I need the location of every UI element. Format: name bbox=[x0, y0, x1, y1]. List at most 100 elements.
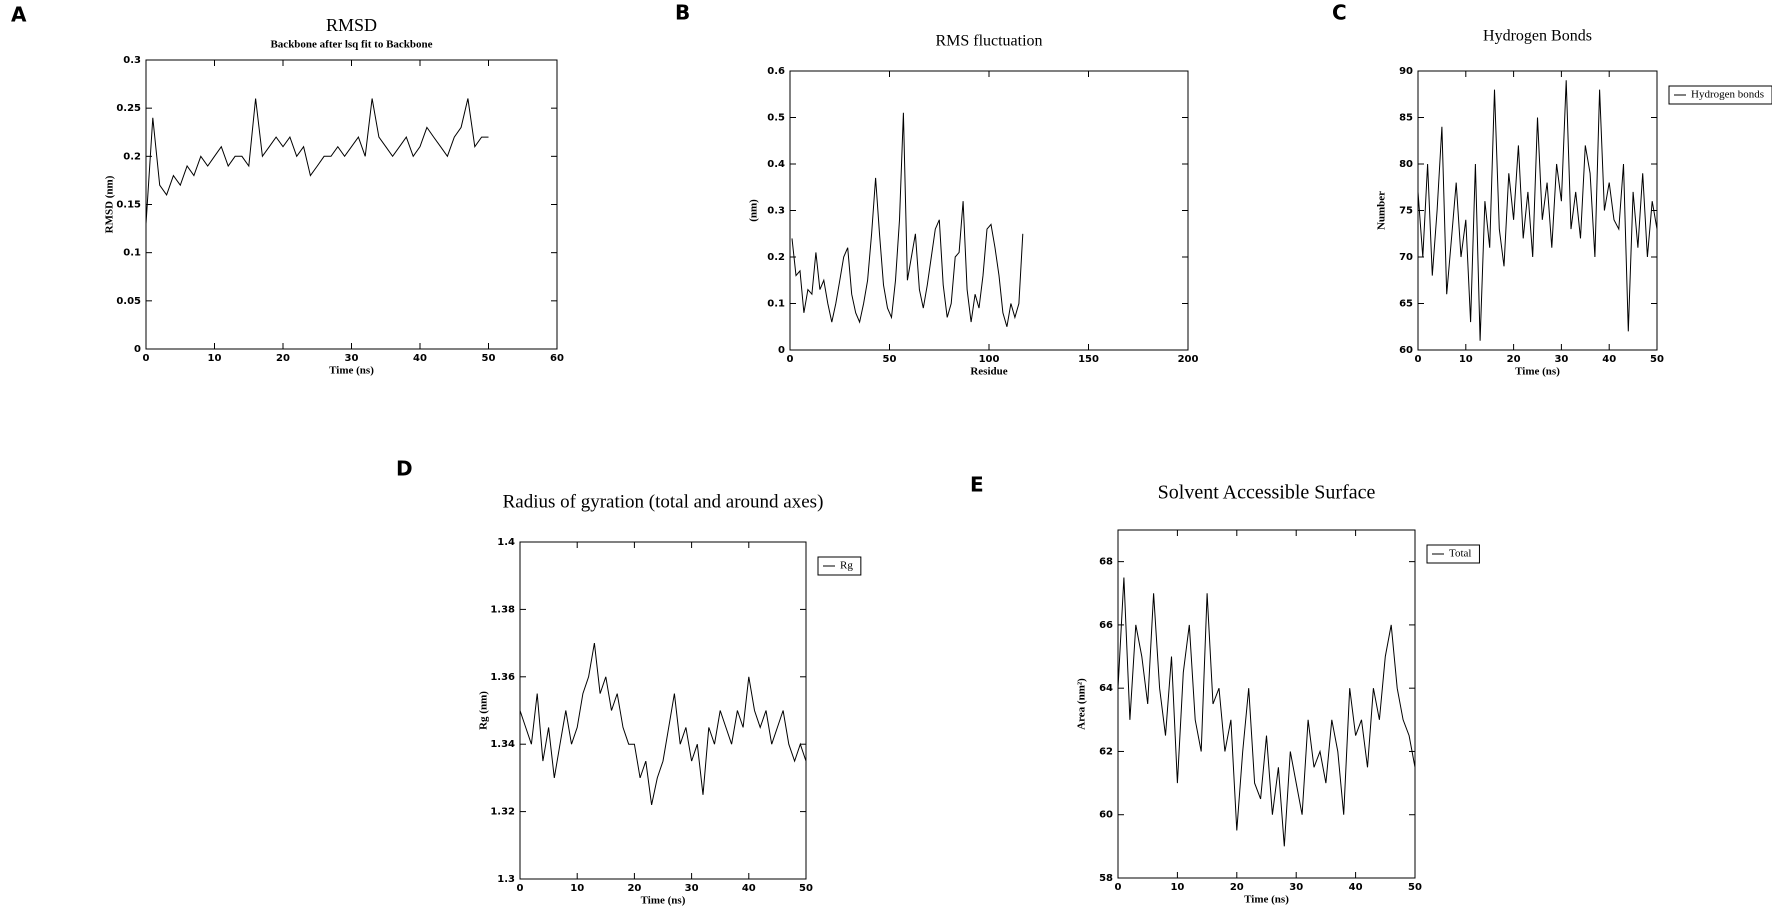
x-tick-label: 40 bbox=[1602, 354, 1616, 365]
x-axis-label: Time (ns) bbox=[1515, 366, 1560, 378]
panel-letter: A bbox=[11, 3, 27, 27]
y-tick-label: 0.4 bbox=[767, 159, 785, 170]
x-tick-label: 20 bbox=[627, 883, 641, 894]
legend-box bbox=[1668, 85, 1772, 105]
y-tick-label: 0.3 bbox=[767, 206, 785, 217]
y-tick-label: 64 bbox=[1099, 683, 1113, 694]
chart-title: RMSD bbox=[326, 15, 377, 35]
x-tick-label: 50 bbox=[1650, 354, 1664, 365]
chart-title: Radius of gyration (total and around axe… bbox=[503, 491, 824, 512]
y-tick-label: 80 bbox=[1399, 159, 1413, 170]
panel-letter: E bbox=[970, 473, 984, 497]
y-tick-label: 0.2 bbox=[767, 252, 785, 263]
y-tick-label: 75 bbox=[1399, 206, 1413, 217]
panel-letter: C bbox=[1332, 1, 1347, 25]
x-tick-label: 20 bbox=[276, 353, 290, 364]
x-tick-label: 0 bbox=[1415, 354, 1422, 365]
x-tick-label: 40 bbox=[1349, 882, 1363, 893]
y-tick-label: 1.38 bbox=[490, 604, 515, 615]
x-tick-label: 10 bbox=[1459, 354, 1473, 365]
panel-letter: D bbox=[396, 457, 413, 481]
y-axis-label: Rg (nm) bbox=[478, 691, 490, 730]
x-tick-label: 30 bbox=[345, 353, 359, 364]
plot-frame bbox=[519, 541, 807, 880]
y-tick-label: 0 bbox=[134, 344, 141, 355]
panel-letter: B bbox=[675, 1, 690, 25]
y-tick-label: 58 bbox=[1099, 873, 1113, 884]
x-tick-label: 60 bbox=[550, 353, 564, 364]
y-tick-label: 70 bbox=[1399, 252, 1413, 263]
plot-frame bbox=[789, 70, 1189, 351]
x-tick-label: 0 bbox=[1115, 882, 1122, 893]
data-line bbox=[1417, 80, 1658, 341]
y-tick-label: 0.2 bbox=[123, 151, 141, 162]
chart-title: Solvent Accessible Surface bbox=[1158, 482, 1376, 504]
legend-box bbox=[817, 556, 862, 576]
y-tick-label: 0.1 bbox=[123, 248, 141, 259]
chart-title: Hydrogen Bonds bbox=[1483, 28, 1592, 45]
x-tick-label: 0 bbox=[787, 354, 794, 365]
x-tick-label: 40 bbox=[413, 353, 427, 364]
y-tick-label: 0.3 bbox=[123, 55, 141, 66]
x-axis-label: Time (ns) bbox=[329, 365, 374, 377]
y-tick-label: 0 bbox=[778, 345, 785, 356]
legend-box bbox=[1426, 544, 1480, 564]
data-line bbox=[145, 98, 489, 224]
y-tick-label: 62 bbox=[1099, 746, 1113, 757]
x-tick-label: 10 bbox=[570, 883, 584, 894]
legend-label: Rg bbox=[840, 560, 853, 572]
y-axis-label: RMSD (nm) bbox=[104, 175, 116, 233]
panel: E Solvent Accessible Surface 0 10 20 30 40 50 58… bbox=[970, 473, 1480, 906]
x-axis-label: Time (ns) bbox=[1244, 894, 1289, 906]
y-tick-label: 0.25 bbox=[116, 103, 141, 114]
chart-title: RMS fluctuation bbox=[935, 33, 1042, 50]
x-tick-label: 50 bbox=[799, 883, 813, 894]
y-tick-label: 1.36 bbox=[490, 672, 515, 683]
chart-subtitle: Backbone after lsq fit to Backbone bbox=[270, 39, 432, 51]
y-tick-label: 66 bbox=[1099, 620, 1113, 631]
y-axis-label: (nm) bbox=[748, 199, 760, 222]
x-tick-label: 30 bbox=[1289, 882, 1303, 893]
legend: Rg bbox=[817, 556, 862, 576]
panel: B RMS fluctuation 0 50 100 150 200 0 0.1 0.2 0.3 0.… bbox=[675, 1, 1198, 378]
x-tick-label: 0 bbox=[517, 883, 524, 894]
y-axis-label: Area (nm²) bbox=[1076, 678, 1088, 730]
panel: D Radius of gyration (total and around ax… bbox=[396, 457, 862, 907]
x-axis-label: Time (ns) bbox=[641, 895, 686, 907]
x-tick-label: 200 bbox=[1178, 354, 1199, 365]
y-tick-label: 0.5 bbox=[767, 113, 785, 124]
x-tick-label: 30 bbox=[685, 883, 699, 894]
x-tick-label: 20 bbox=[1507, 354, 1521, 365]
x-tick-label: 50 bbox=[883, 354, 897, 365]
legend-label: Total bbox=[1449, 548, 1471, 560]
y-tick-label: 85 bbox=[1399, 113, 1413, 124]
y-tick-label: 1.34 bbox=[490, 739, 515, 750]
x-tick-label: 10 bbox=[1170, 882, 1184, 893]
plot-frame bbox=[1117, 529, 1416, 879]
x-axis-label: Residue bbox=[970, 366, 1007, 378]
y-tick-label: 65 bbox=[1399, 299, 1413, 310]
y-tick-label: 68 bbox=[1099, 557, 1113, 568]
x-tick-label: 50 bbox=[482, 353, 496, 364]
legend: Hydrogen bonds bbox=[1668, 85, 1772, 105]
y-tick-label: 0.1 bbox=[767, 299, 785, 310]
x-tick-label: 20 bbox=[1230, 882, 1244, 893]
y-tick-label: 0.05 bbox=[116, 296, 141, 307]
y-tick-label: 1.32 bbox=[490, 807, 515, 818]
x-tick-label: 50 bbox=[1408, 882, 1422, 893]
y-tick-label: 90 bbox=[1399, 66, 1413, 77]
y-tick-label: 0.15 bbox=[116, 200, 141, 211]
panel: A RMSD Backbone after lsq fit to Backbone 0… bbox=[11, 3, 564, 377]
data-line bbox=[1117, 577, 1416, 847]
legend: Total bbox=[1426, 544, 1480, 564]
x-tick-label: 40 bbox=[742, 883, 756, 894]
plot-frame bbox=[145, 59, 558, 350]
y-tick-label: 1.4 bbox=[497, 537, 515, 548]
y-tick-label: 0.6 bbox=[767, 66, 785, 77]
y-tick-label: 1.3 bbox=[497, 874, 515, 885]
x-tick-label: 0 bbox=[143, 353, 150, 364]
y-tick-label: 60 bbox=[1099, 810, 1113, 821]
data-line bbox=[519, 643, 807, 806]
x-tick-label: 30 bbox=[1554, 354, 1568, 365]
